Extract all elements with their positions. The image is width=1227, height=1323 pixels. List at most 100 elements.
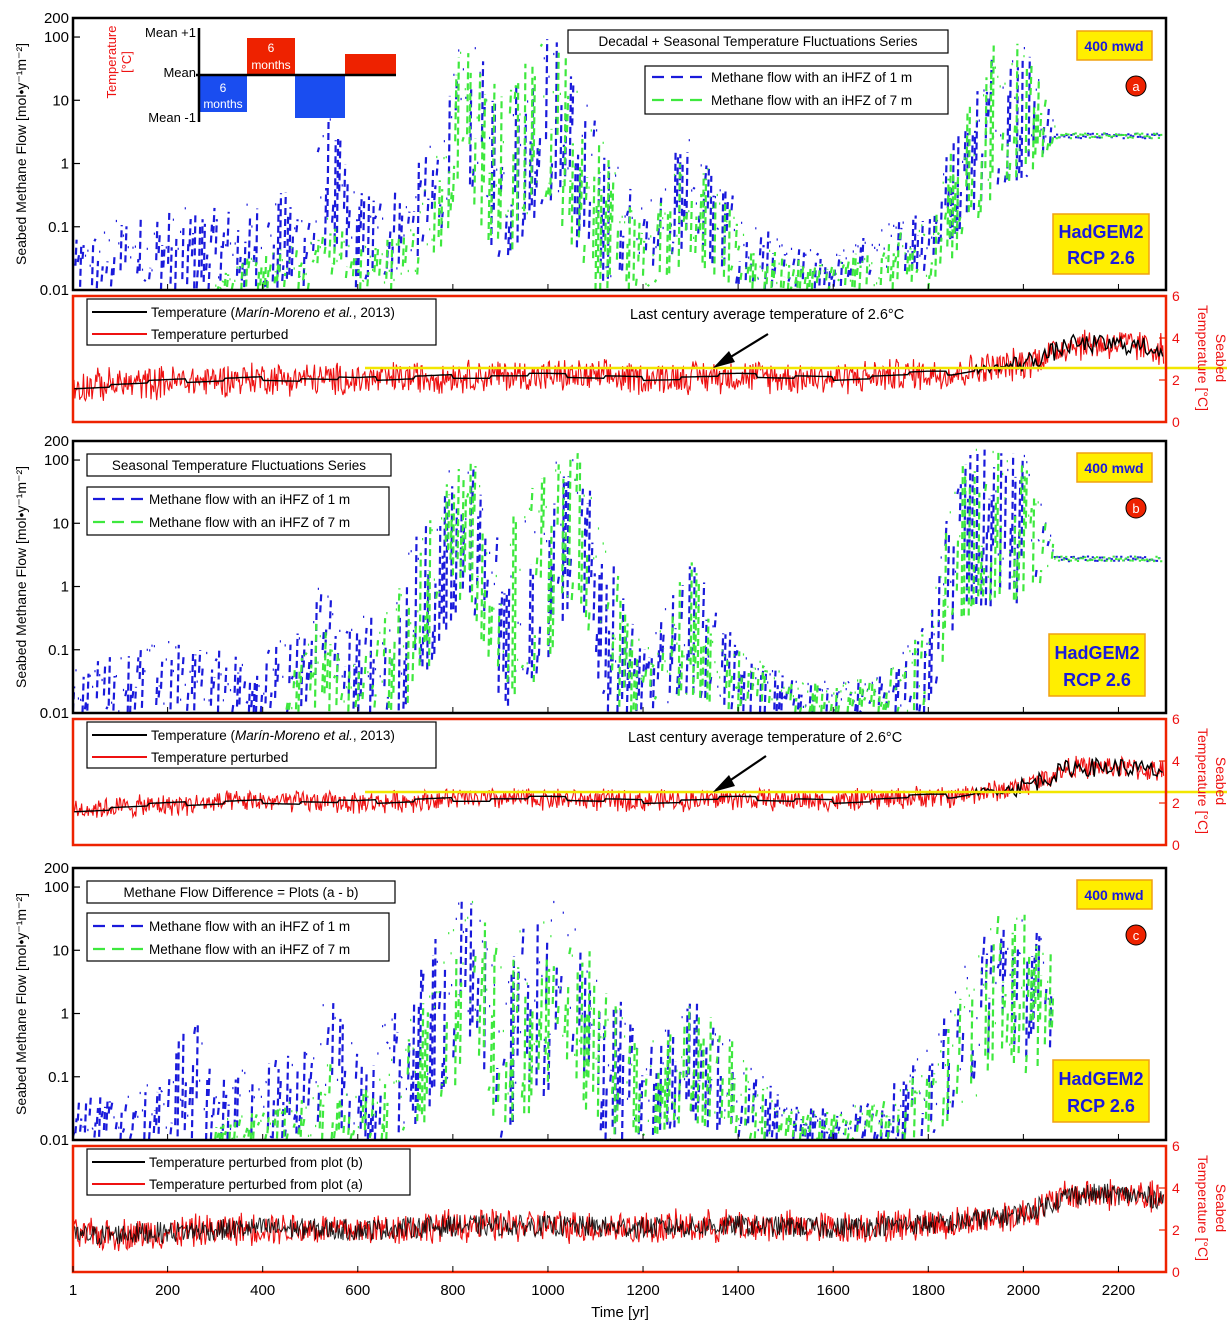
panel-a-legend-box (644, 65, 949, 115)
panel-a-methane-frame (71, 16, 1168, 292)
x-axis-tick-label: 400 (250, 1282, 275, 1299)
x-axis-tick-label: 1000 (531, 1282, 564, 1299)
inset-title-line1: Temperature (104, 26, 119, 99)
panel-b-model-badge (1048, 633, 1146, 697)
panel-b: 200 100 10 1 0.1 0.01 Seabed Methane Flow [mo… (13, 433, 1168, 722)
panel-c-temperature: 6 4 2 0 Temperature [°C] Seabed Temperature… (71, 1138, 1227, 1280)
panel-b-temperature: 6 4 2 0 Temperature [°C] Seabed Temperature… (71, 711, 1227, 853)
panel-c-depth-badge-text: 400 mwd (1084, 887, 1143, 903)
x-axis-tick-label: 1200 (626, 1282, 659, 1299)
panel-a-temperature-tick-label: 2 (1172, 372, 1180, 388)
panel-c-y-tick-label: 200 (44, 860, 69, 877)
inset-block-low-1 (199, 75, 247, 112)
panel-b-model-line2: RCP 2.6 (1063, 670, 1131, 690)
panel-c-y-ticks: 200 100 10 1 0.1 0.01 (40, 860, 80, 1149)
panel-c-legend: Methane flow with an iHFZ of 1 m Methane… (86, 912, 390, 962)
panel-a-methane-series (73, 39, 1163, 290)
panel-b-temperature-ticks: 6 4 2 0 (1159, 711, 1180, 853)
panel-a-temperature-series (73, 329, 1165, 403)
panel-a-temperature: 6 4 2 0 Temperature [°C] Seabed Temperature… (71, 288, 1227, 430)
panel-c-temperature-frame (71, 1144, 1168, 1274)
panel-c-series-7m (214, 900, 1055, 1140)
panel-a-y-axis-label: Seabed Methane Flow [mol•y⁻¹m⁻²] (13, 43, 29, 265)
x-axis-tick-label: 2000 (1007, 1282, 1040, 1299)
panel-b-title: Seasonal Temperature Fluctuations Series (112, 458, 366, 473)
panel-a-temperature-perturbed-line (73, 329, 1165, 403)
panel-c-temperature-tick-label: 0 (1172, 1264, 1180, 1280)
inset-months-label-low: months (203, 97, 242, 111)
inset-block-low-2 (295, 75, 345, 118)
panel-b-temperature-perturbed-line (73, 755, 1165, 820)
inset-block-high-2 (345, 54, 396, 75)
panel-a-annotation: Last century average temperature of 2.6°… (630, 307, 904, 323)
panel-c-title-box (86, 880, 396, 904)
panel-a-letter-badge (1125, 75, 1147, 97)
panel-a-y-tick-label: 1 (61, 156, 69, 173)
panel-b-letter: b (1132, 501, 1139, 516)
panel-b-temperature-frame (71, 717, 1168, 847)
panel-b-series-7m (285, 448, 1163, 713)
panel-a-letter: a (1132, 79, 1140, 94)
panel-c-methane-frame (71, 866, 1168, 1142)
panel-b-temperature-legend-black: Temperature (Marín-Moreno et al., 2013) (151, 728, 395, 743)
panel-a-y-tick-label: 0.1 (48, 219, 69, 236)
panel-b-temperature-axis-label-1: Temperature [°C] (1195, 728, 1211, 834)
inset-title-line2: [°C] (119, 51, 134, 73)
panel-a-temperature-tick-label: 0 (1172, 414, 1180, 430)
x-axis-tick-label: 1800 (912, 1282, 945, 1299)
inset-mean-plus: Mean +1 (145, 25, 196, 40)
panel-a-temperature-axis-label-1: Temperature [°C] (1195, 305, 1211, 411)
panel-a-temperature-legend-black: Temperature (Marín-Moreno et al., 2013) (151, 305, 395, 320)
panel-a-series-7m (215, 43, 1163, 290)
panel-b-title-box (86, 453, 392, 477)
panel-b-methane-frame (71, 439, 1168, 715)
panel-a-temperature-legend: Temperature (Marín-Moreno et al., 2013) … (86, 298, 437, 346)
panel-b-legend-box (86, 486, 390, 536)
panel-c-legend-label-1m: Methane flow with an iHFZ of 1 m (149, 919, 350, 934)
panel-c: 200 100 10 1 0.1 0.01 Seabed Methane Flow [mo… (13, 860, 1168, 1149)
panel-b-temperature-axis-label-2: Seabed (1213, 757, 1227, 805)
panel-a-y-tick-label: 0.01 (40, 282, 69, 299)
panel-c-temperature-tick-label: 4 (1172, 1180, 1180, 1196)
panel-c-temperature-tick-label: 2 (1172, 1222, 1180, 1238)
panel-b-y-tick-label: 0.1 (48, 642, 69, 659)
panel-a-depth-badge-text: 400 mwd (1084, 38, 1143, 54)
panel-c-temperature-legend: Temperature perturbed from plot (b) Temp… (86, 1148, 411, 1196)
panel-c-y-tick-label: 0.1 (48, 1069, 69, 1086)
panel-c-model-line1: HadGEM2 (1058, 1069, 1143, 1089)
panel-a-temperature-ticks: 6 4 2 0 (1159, 288, 1180, 430)
panel-b-depth-badge-text: 400 mwd (1084, 460, 1143, 476)
panel-b-legend-label-1m: Methane flow with an iHFZ of 1 m (149, 492, 350, 507)
panel-a-model-badge (1052, 213, 1150, 275)
panel-a-legend: Methane flow with an iHFZ of 1 m Methane… (644, 65, 949, 115)
panel-c-temperature-ticks: 6 4 2 0 (1159, 1138, 1180, 1280)
panel-c-title: Methane Flow Difference = Plots (a - b) (124, 885, 359, 900)
inset-mean: Mean (163, 65, 196, 80)
panel-a-depth-badge (1076, 30, 1153, 61)
panel-b-temperature-tick-label: 2 (1172, 795, 1180, 811)
panel-c-letter: c (1133, 928, 1140, 943)
panel-c-legend-box (86, 912, 390, 962)
panel-b-y-tick-label: 1 (61, 579, 69, 596)
panel-c-methane-series (73, 900, 1055, 1140)
x-axis-tick-label: 600 (345, 1282, 370, 1299)
panel-c-temperature-b-line (73, 1183, 1165, 1246)
panel-a-model-line1: HadGEM2 (1058, 222, 1143, 242)
panel-a-temperature-axis-label-2: Seabed (1213, 334, 1227, 382)
panel-b-temperature-tick-label: 0 (1172, 837, 1180, 853)
panel-a-y-tick-label: 100 (44, 29, 69, 46)
panel-c-letter-badge (1125, 924, 1147, 946)
inset-block-high-1 (247, 38, 295, 75)
panel-c-y-tick-label: 1 (61, 1006, 69, 1023)
panel-a-temperature-frame (71, 294, 1168, 424)
panel-a-legend-label-1m: Methane flow with an iHFZ of 1 m (711, 70, 912, 85)
panel-a-temperature-line (73, 333, 1164, 390)
panel-a-temperature-legend-red: Temperature perturbed (151, 327, 288, 342)
panel-b-depth-badge (1076, 452, 1153, 483)
panel-a-annotation-arrowhead (713, 351, 735, 368)
panel-c-y-tick-label: 100 (44, 879, 69, 896)
panel-b-legend: Methane flow with an iHFZ of 1 m Methane… (86, 486, 390, 536)
x-axis-tick-label: 1 (69, 1282, 77, 1299)
panel-b-model-line1: HadGEM2 (1054, 643, 1139, 663)
panel-a-title-box (567, 29, 949, 54)
